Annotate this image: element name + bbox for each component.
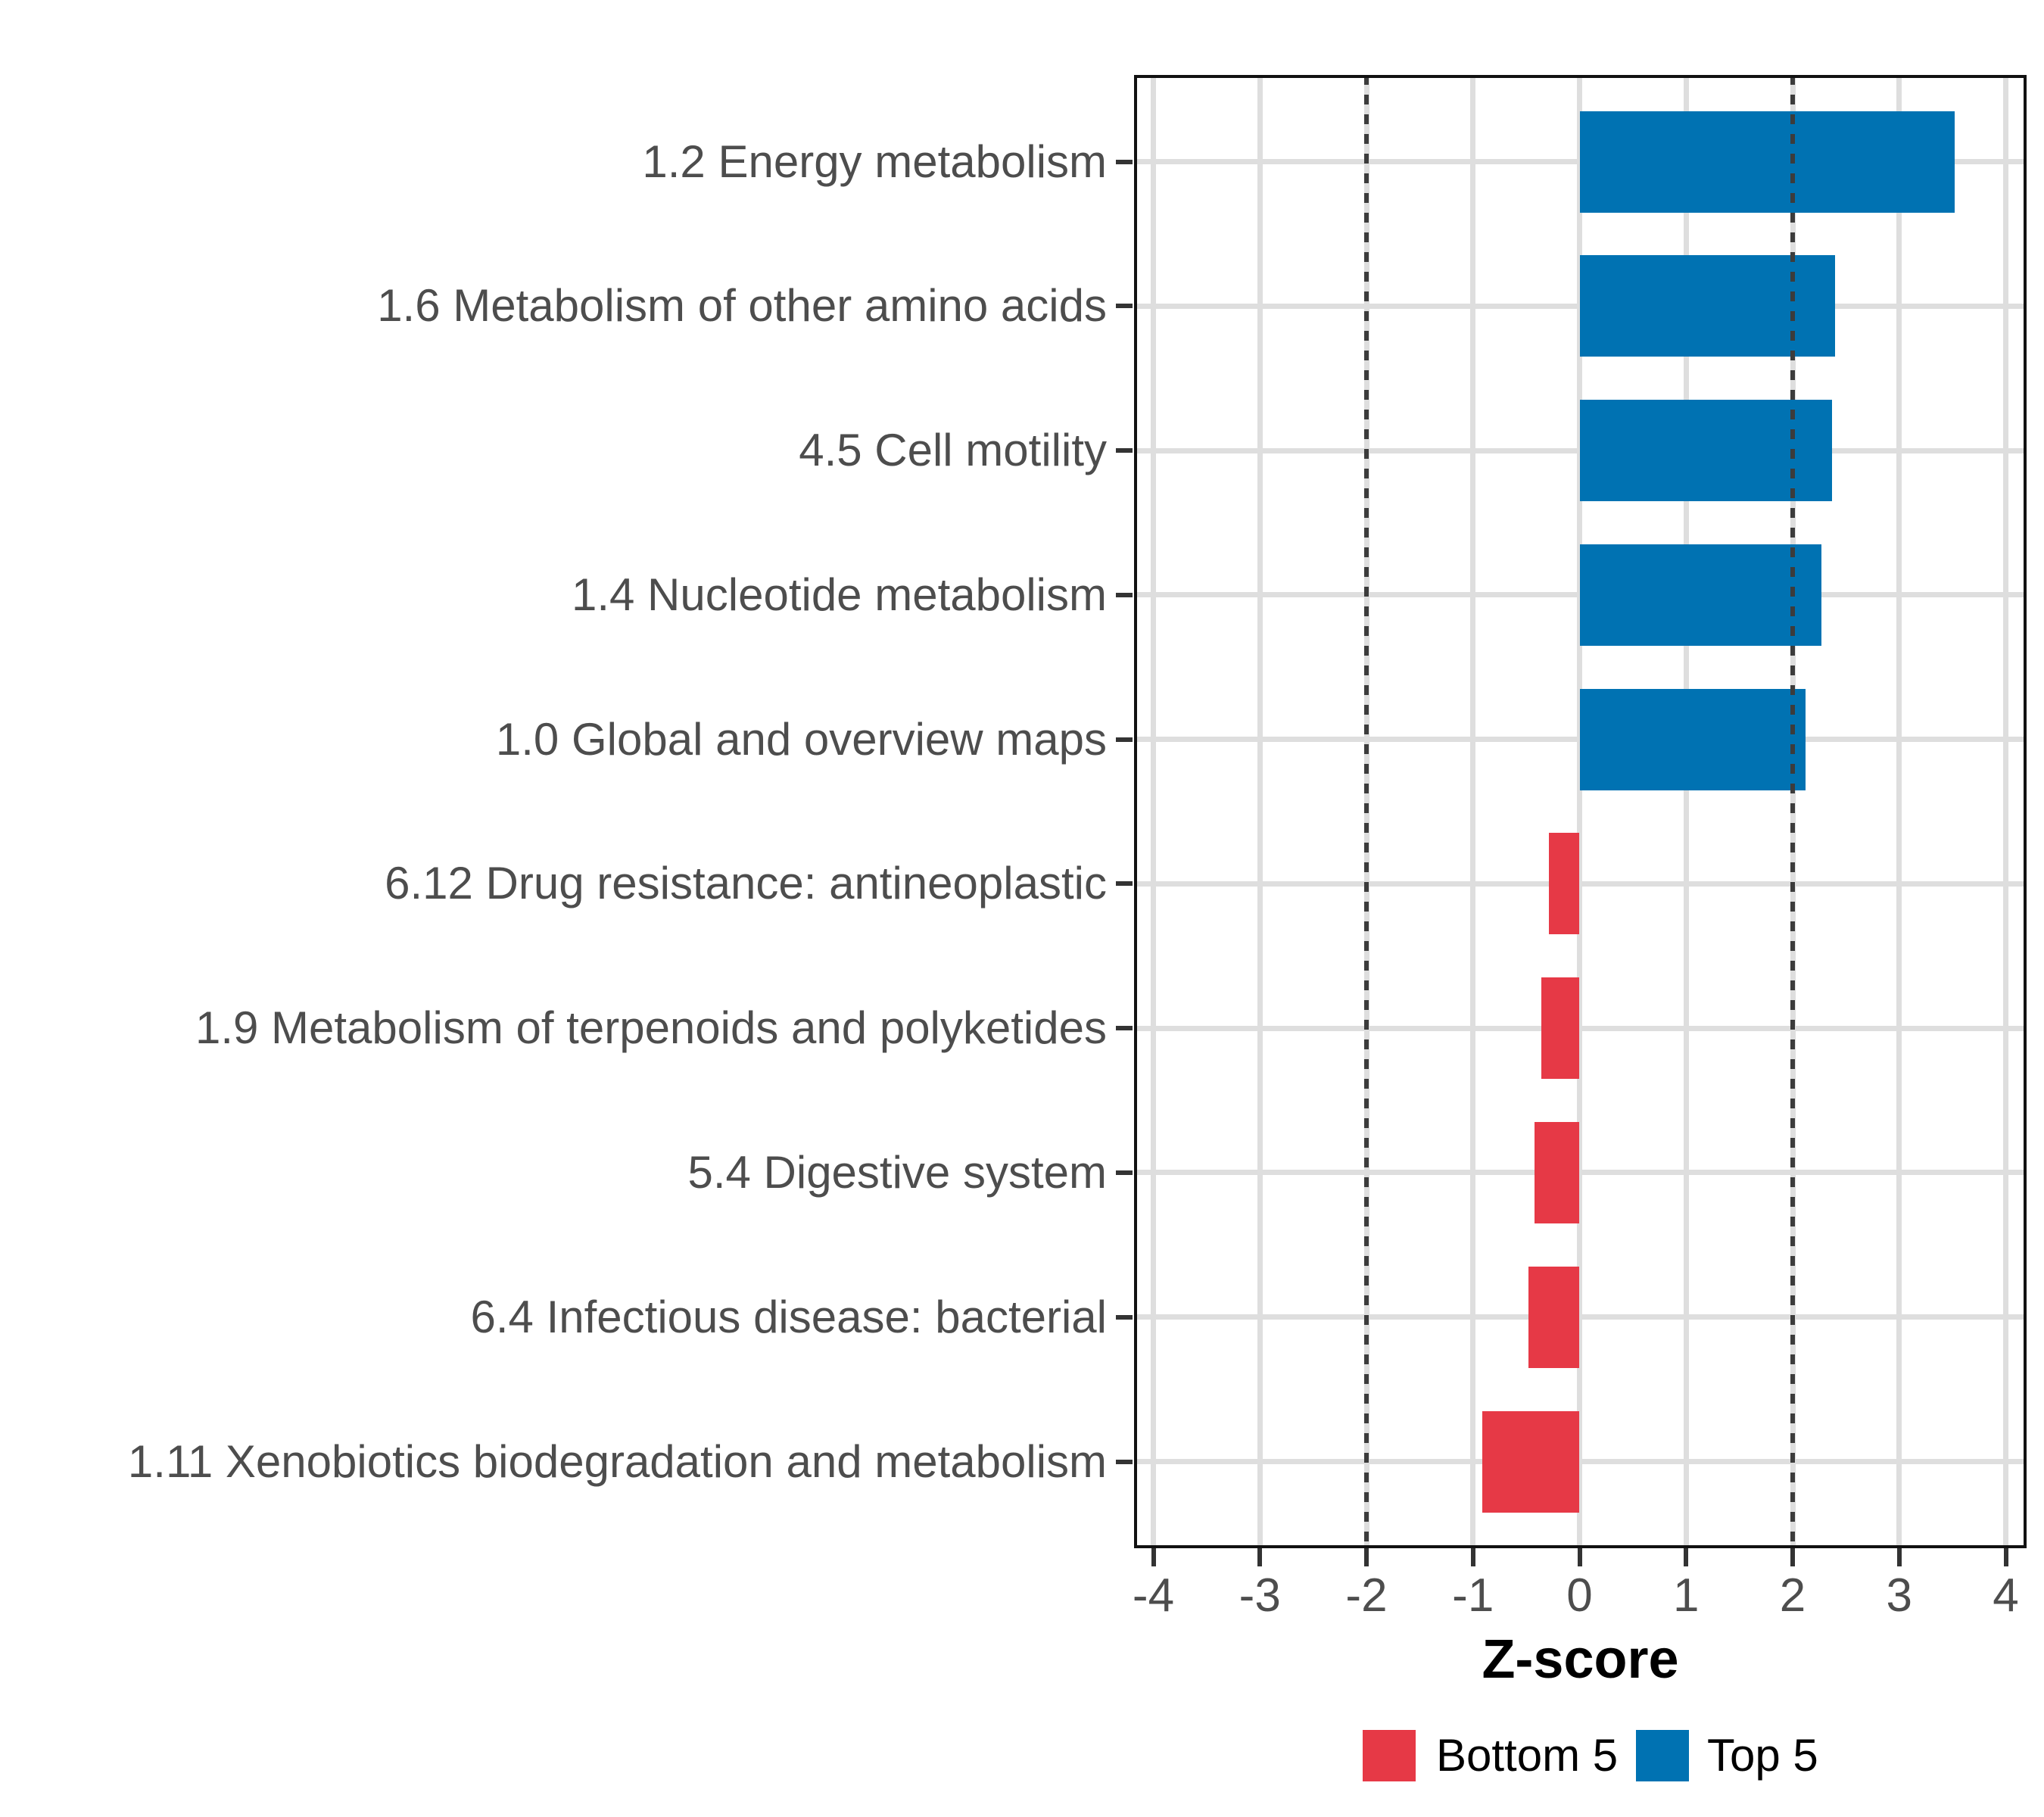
y-axis-tick (1116, 592, 1133, 597)
y-gridline (1134, 1025, 2027, 1031)
x-axis-tick (1470, 1548, 1475, 1566)
x-tick-label: -1 (1452, 1569, 1494, 1622)
reference-line (1364, 75, 1369, 1548)
bar-bottom-5 (1541, 977, 1580, 1080)
y-category-label: 5.4 Digestive system (687, 1146, 1107, 1198)
y-category-label: 6.4 Infectious disease: bacterial (470, 1291, 1108, 1342)
y-axis-tick (1116, 1314, 1133, 1320)
bar-top-5 (1579, 544, 1821, 646)
x-tick-label: -2 (1345, 1569, 1388, 1622)
bar-top-5 (1579, 400, 1833, 502)
y-gridline (1134, 1314, 2027, 1320)
plot-panel (1134, 75, 2027, 1548)
legend-key-top5 (1636, 1730, 1689, 1781)
x-axis-tick (1684, 1548, 1689, 1566)
x-gridline (1577, 75, 1582, 1548)
y-axis-tick (1116, 1459, 1133, 1464)
y-category-label: 1.11 Xenobiotics biodegradation and meta… (127, 1435, 1107, 1487)
y-axis-tick (1116, 448, 1133, 453)
y-category-label: 1.9 Metabolism of terpenoids and polyket… (195, 1002, 1107, 1054)
x-gridline (1470, 75, 1476, 1548)
y-gridline (1134, 880, 2027, 887)
x-axis-title: Z-score (1482, 1629, 1679, 1690)
y-axis-tick (1116, 881, 1133, 887)
y-category-label: 4.5 Cell motility (799, 425, 1107, 476)
y-axis-tick (1116, 304, 1133, 309)
y-category-label: 1.0 Global and overview maps (495, 713, 1107, 765)
legend-label-top5: Top 5 (1707, 1730, 1818, 1781)
bar-bottom-5 (1548, 833, 1580, 935)
y-category-label: 6.12 Drug resistance: antineoplastic (385, 858, 1107, 909)
y-category-label: 1.4 Nucleotide metabolism (571, 569, 1107, 620)
bar-bottom-5 (1535, 1121, 1580, 1223)
y-gridline (1134, 1459, 2027, 1465)
bar-bottom-5 (1528, 1266, 1580, 1368)
x-gridline (1257, 75, 1263, 1548)
y-axis-tick (1116, 737, 1133, 742)
x-tick-label: 4 (1993, 1569, 2019, 1622)
x-axis-tick (2003, 1548, 2008, 1566)
x-gridline (1151, 75, 1156, 1548)
y-axis-tick (1116, 1026, 1133, 1031)
legend-label-bottom5: Bottom 5 (1436, 1730, 1619, 1781)
x-gridline (2003, 75, 2008, 1548)
x-tick-label: 1 (1673, 1569, 1700, 1622)
y-gridline (1134, 1170, 2027, 1176)
bar-bottom-5 (1482, 1410, 1580, 1513)
x-gridline (1896, 75, 1902, 1548)
x-tick-label: 3 (1886, 1569, 1912, 1622)
bar-top-5 (1579, 688, 1806, 790)
x-tick-label: 2 (1779, 1569, 1806, 1622)
reference-line (1790, 75, 1795, 1548)
y-category-label: 1.2 Energy metabolism (642, 136, 1107, 187)
x-axis-tick (1364, 1548, 1369, 1566)
y-axis-tick (1116, 159, 1133, 164)
x-tick-label: -3 (1239, 1569, 1281, 1622)
x-axis-tick (1257, 1548, 1263, 1566)
y-axis-tick (1116, 1170, 1133, 1175)
x-tick-label: -4 (1132, 1569, 1175, 1622)
bar-top-5 (1579, 111, 1955, 213)
x-gridline (1683, 75, 1689, 1548)
bar-top-5 (1579, 255, 1836, 357)
x-tick-label: 0 (1566, 1569, 1593, 1622)
x-axis-tick (1790, 1548, 1795, 1566)
legend-key-bottom5 (1363, 1730, 1416, 1781)
x-axis-tick (1151, 1548, 1156, 1566)
x-axis-tick (1896, 1548, 1902, 1566)
x-axis-tick (1577, 1548, 1582, 1566)
y-category-label: 1.6 Metabolism of other amino acids (377, 280, 1107, 332)
